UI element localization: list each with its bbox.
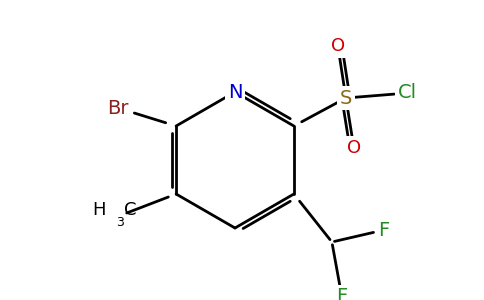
Text: H: H [92,201,106,219]
Text: F: F [378,220,390,239]
Text: Br: Br [107,98,129,118]
Text: N: N [228,82,242,101]
Text: Cl: Cl [398,83,418,103]
Text: S: S [340,88,352,107]
Text: C: C [124,201,136,219]
Text: F: F [336,287,348,300]
Text: 3: 3 [116,216,124,229]
Text: O: O [347,139,361,157]
Text: O: O [331,37,345,55]
